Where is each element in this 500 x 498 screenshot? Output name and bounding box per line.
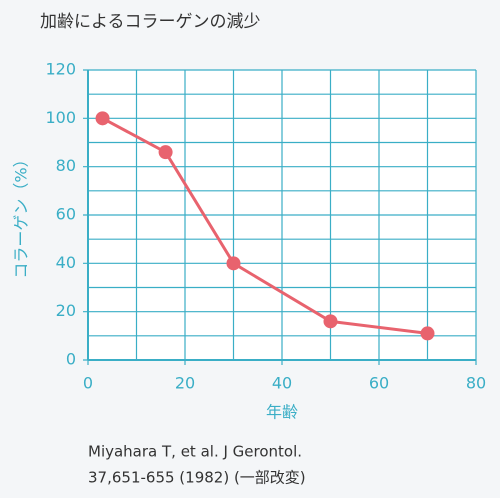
x-tick-label: 40 (272, 374, 292, 393)
data-point (420, 326, 435, 341)
data-point (95, 111, 110, 126)
y-tick-label: 40 (56, 253, 76, 272)
x-tick-label: 0 (83, 374, 93, 393)
y-tick-label: 100 (45, 108, 76, 127)
y-axis-label: コラーゲン（%） (12, 151, 31, 278)
data-point (226, 256, 241, 271)
data-point (158, 145, 173, 160)
x-tick-label: 60 (369, 374, 389, 393)
y-tick-label: 60 (56, 205, 76, 224)
y-tick-label: 20 (56, 301, 76, 320)
source-text: Miyahara T, et al. J Gerontol. (88, 443, 302, 461)
y-tick-label: 0 (66, 350, 76, 369)
source-text: 37,651-655 (1982) (一部改変) (88, 469, 306, 487)
data-point (323, 314, 338, 329)
x-axis-label: 年齢 (266, 403, 298, 422)
y-tick-label: 80 (56, 156, 76, 175)
x-tick-label: 80 (466, 374, 486, 393)
x-tick-label: 20 (175, 374, 195, 393)
y-tick-label: 120 (45, 60, 76, 79)
chart-title: 加齢によるコラーゲンの減少 (40, 12, 261, 32)
